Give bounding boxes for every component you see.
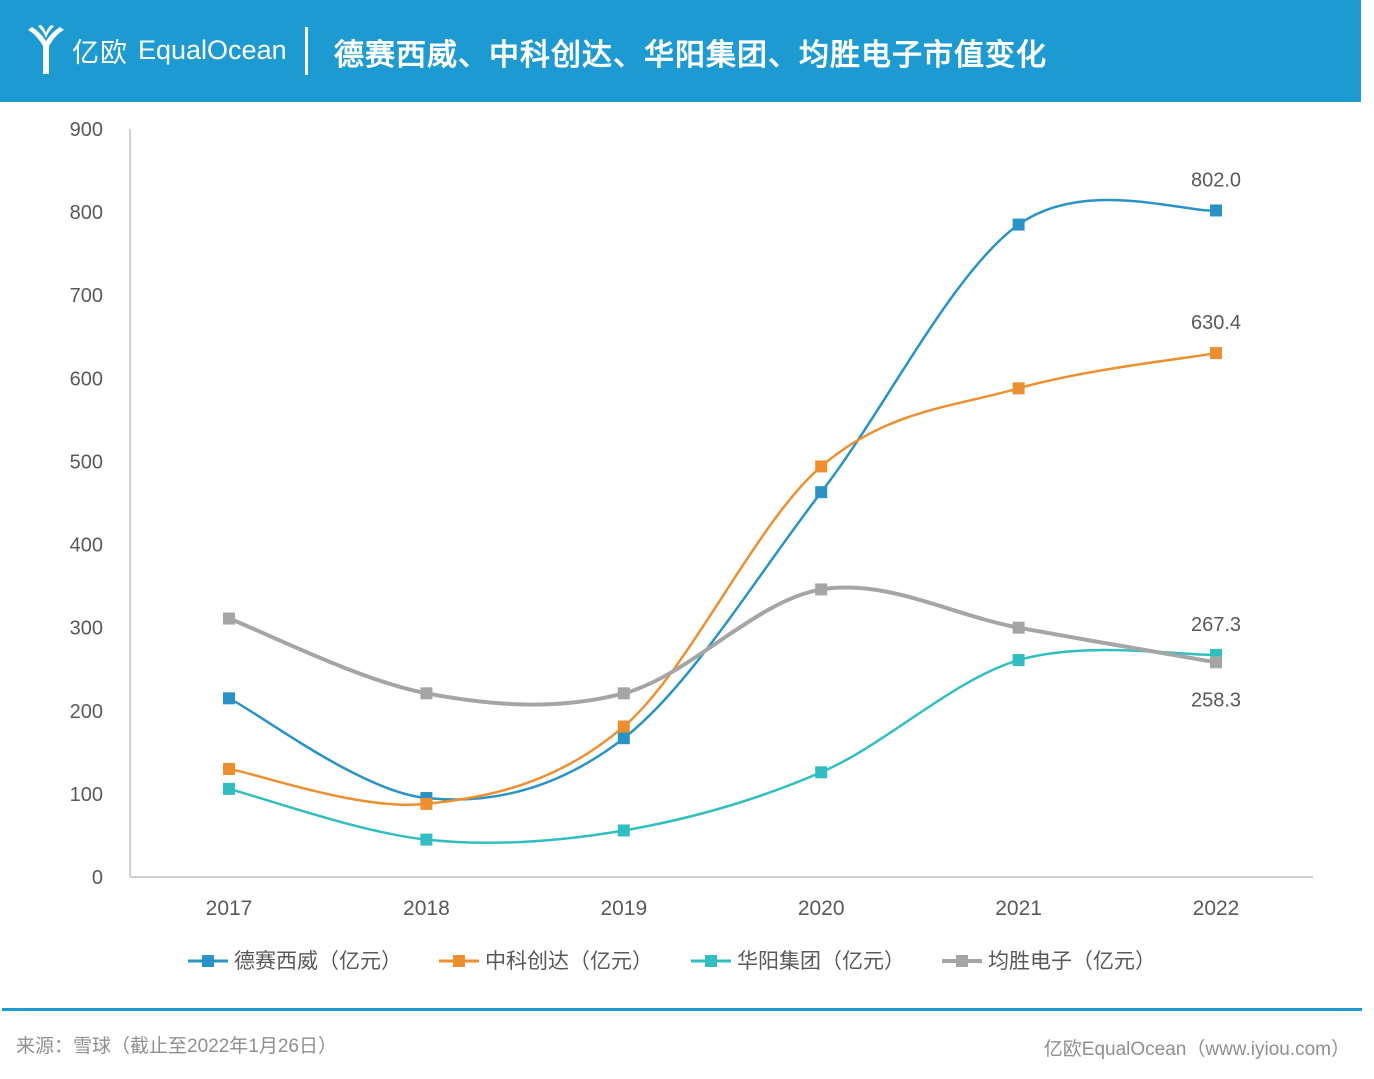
data-label: 267.3 bbox=[1191, 614, 1241, 636]
data-point bbox=[617, 732, 630, 745]
data-point bbox=[223, 762, 235, 775]
data-point bbox=[1012, 621, 1025, 634]
legend-marker bbox=[453, 955, 465, 967]
data-point bbox=[815, 460, 828, 473]
series-line bbox=[228, 648, 1217, 845]
header-divider bbox=[305, 27, 308, 75]
y-tick-label: 800 bbox=[70, 202, 103, 224]
data-point bbox=[617, 824, 630, 837]
data-point bbox=[1012, 654, 1025, 667]
data-point bbox=[815, 486, 828, 499]
data-label: 802.0 bbox=[1191, 169, 1241, 191]
series-line bbox=[228, 198, 1217, 801]
data-label: 630.4 bbox=[1191, 312, 1241, 334]
line-chart: 0 100 200 300 400 500 600 700 800 900 2017 2018 2019… bbox=[70, 119, 1313, 973]
data-point bbox=[223, 692, 235, 705]
legend-label: 均胜电子（亿元） bbox=[988, 950, 1156, 973]
x-tick-label: 2022 bbox=[1193, 897, 1240, 920]
y-tick-label: 200 bbox=[70, 701, 103, 723]
legend-marker bbox=[956, 955, 968, 967]
y-tick-label: 900 bbox=[70, 119, 103, 141]
series-line bbox=[228, 351, 1217, 806]
series-line bbox=[228, 585, 1217, 707]
y-tick-label: 300 bbox=[70, 618, 103, 640]
y-tick-label: 700 bbox=[70, 285, 103, 307]
data-point bbox=[815, 766, 828, 779]
data-point bbox=[1012, 382, 1025, 395]
logo: 亿欧 EqualOcean bbox=[26, 22, 287, 78]
legend-label: 德赛西威（亿元） bbox=[234, 950, 402, 973]
y-tick-label: 600 bbox=[70, 368, 103, 390]
header-banner: 亿欧 EqualOcean 德赛西威、中科创达、华阳集团、均胜电子市值变化 bbox=[0, 0, 1361, 102]
y-tick-label: 100 bbox=[70, 784, 103, 806]
logo-mark-icon bbox=[28, 25, 64, 74]
data-point bbox=[1210, 204, 1222, 217]
brand-note: 亿欧EqualOcean（www.iyiou.com） bbox=[1043, 1039, 1350, 1060]
data-point bbox=[223, 612, 235, 625]
x-tick-label: 2021 bbox=[995, 897, 1042, 920]
data-point bbox=[420, 833, 433, 846]
source-note: 来源：雪球（截止至2022年1月26日） bbox=[16, 1036, 337, 1057]
page-title: 德赛西威、中科创达、华阳集团、均胜电子市值变化 bbox=[334, 39, 1047, 72]
data-point bbox=[815, 583, 828, 596]
footer-rule bbox=[2, 1008, 1362, 1011]
logo-cn: 亿欧 bbox=[72, 37, 128, 68]
data-point bbox=[617, 720, 630, 733]
legend-label: 中科创达（亿元） bbox=[485, 950, 653, 973]
data-label: 258.3 bbox=[1191, 689, 1241, 711]
y-tick-label: 500 bbox=[70, 451, 103, 473]
data-point bbox=[1012, 218, 1025, 231]
x-tick-label: 2018 bbox=[403, 897, 450, 920]
legend-marker bbox=[705, 955, 717, 967]
logo-en: EqualOcean bbox=[138, 34, 287, 65]
data-point bbox=[223, 782, 235, 795]
data-point bbox=[420, 687, 433, 700]
legend-label: 华阳集团（亿元） bbox=[737, 950, 905, 973]
data-point bbox=[420, 797, 433, 810]
legend-marker bbox=[202, 955, 214, 967]
data-point bbox=[1210, 656, 1222, 669]
data-point bbox=[617, 687, 630, 700]
x-tick-label: 2020 bbox=[798, 897, 845, 920]
y-tick-label: 0 bbox=[92, 867, 103, 889]
y-tick-label: 400 bbox=[70, 535, 103, 557]
x-tick-label: 2019 bbox=[600, 897, 647, 920]
data-point bbox=[1210, 347, 1222, 360]
x-tick-label: 2017 bbox=[206, 897, 253, 920]
